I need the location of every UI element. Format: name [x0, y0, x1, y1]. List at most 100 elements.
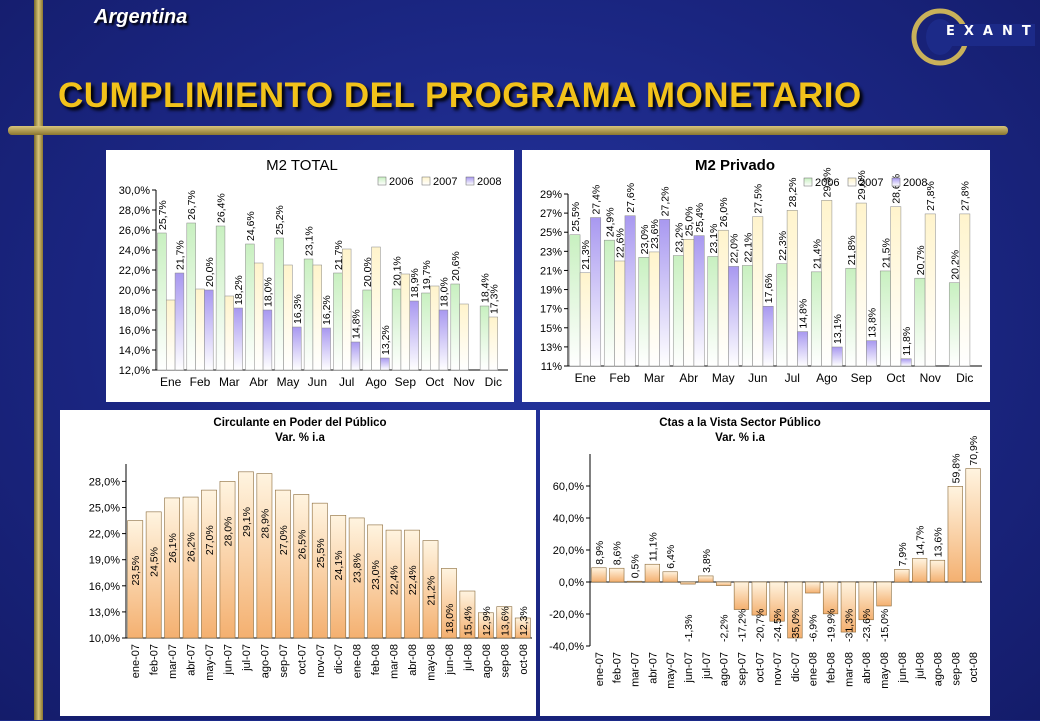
- m2-total-chart: M2 TOTAL 12,0% 14,0% 16,0% 18,0% 20,0% 22,0% 24…: [119, 157, 508, 389]
- bar-2008: [262, 309, 273, 371]
- bar-2008: [831, 346, 843, 367]
- bar: [496, 606, 513, 639]
- bar-2006: [421, 292, 431, 371]
- bar: [367, 524, 384, 639]
- bar-2008: [321, 327, 331, 371]
- bar-2007: [648, 251, 660, 367]
- data-label: 19,7%: [421, 260, 433, 290]
- bar-2007: [224, 295, 234, 371]
- data-label: 27,5%: [753, 184, 765, 214]
- data-label: 18,4%: [480, 273, 492, 303]
- x-tick-label: Nov: [920, 371, 941, 385]
- x-tick-label: May: [277, 375, 300, 389]
- bar-2008: [900, 358, 912, 367]
- x-tick-label: jul-07: [241, 644, 253, 672]
- data-label: 13,2%: [380, 325, 392, 355]
- bar-2008: [233, 307, 243, 371]
- data-label: 20,1%: [392, 256, 404, 286]
- bar-2006: [186, 222, 196, 371]
- chart-title: Ctas a la Vista Sector Público: [659, 417, 821, 429]
- data-label: 23,2%: [673, 223, 685, 253]
- x-tick-label: nov-07: [315, 644, 327, 678]
- y-tick-label: 14,0%: [119, 345, 150, 357]
- m2-privado-chart: M2 Privado 11% 13% 15% 17% 19% 21% 23% 25% 27% 29%…: [540, 157, 982, 385]
- bar: [293, 494, 310, 639]
- data-label: -6,9%: [808, 615, 820, 642]
- y-tick-label: 25%: [540, 227, 562, 239]
- bar: [311, 502, 328, 639]
- data-label: -35,0%: [790, 609, 802, 642]
- legend-label: 2006: [389, 176, 413, 188]
- x-tick-label: may-08: [879, 652, 891, 689]
- data-label: 27,0%: [278, 525, 290, 555]
- x-tick-label: abr-07: [186, 644, 198, 676]
- data-label: 20,0%: [204, 257, 216, 287]
- data-label: 26,1%: [167, 533, 179, 563]
- x-tick-label: Oct: [425, 375, 444, 389]
- bar-2008: [350, 341, 361, 371]
- x-tick-label: abr-08: [407, 644, 419, 676]
- data-label: 28,9%: [259, 509, 271, 539]
- bar-2006: [569, 234, 581, 367]
- legend-label: 2007: [859, 177, 883, 189]
- y-tick-label: 22,0%: [119, 265, 150, 277]
- m2-privado-panel: M2 Privado 11% 13% 15% 17% 19% 21% 23% 25% 27% 29%…: [522, 150, 990, 402]
- chart-subtitle: Var. % i.a: [275, 432, 325, 444]
- data-label: 21,2%: [426, 576, 438, 606]
- legend-swatch: [421, 176, 431, 186]
- bar-2006: [672, 255, 684, 367]
- data-label: 22,0%: [729, 234, 741, 264]
- x-tick-label: Mar: [644, 371, 665, 385]
- data-label: 6,4%: [665, 545, 677, 569]
- y-tick-label: 27%: [540, 208, 562, 220]
- y-tick-label: 23%: [540, 246, 562, 258]
- y-tick-label: 12,0%: [119, 365, 150, 377]
- bar: [680, 581, 696, 585]
- bar: [947, 486, 963, 583]
- bar-2006: [450, 283, 460, 371]
- data-label: 0,5%: [630, 554, 642, 578]
- data-label: 8,6%: [612, 541, 624, 565]
- bar-2006: [948, 282, 960, 367]
- data-label: 21,3%: [580, 240, 592, 270]
- x-tick-label: jul-08: [915, 652, 927, 680]
- y-tick-label: 19,0%: [89, 555, 120, 567]
- data-label: 27,2%: [660, 187, 672, 217]
- bar-2007: [283, 264, 293, 371]
- y-tick-label: -20,0%: [549, 609, 584, 621]
- data-label: 25,2%: [274, 205, 286, 235]
- x-tick-label: ene-07: [130, 644, 142, 678]
- bar: [609, 567, 625, 583]
- data-label: -15,0%: [879, 609, 891, 642]
- x-tick-label: mar-07: [630, 652, 642, 687]
- y-tick-label: 25,0%: [89, 503, 120, 515]
- data-label: 25,5%: [315, 538, 327, 568]
- data-label: -31,3%: [843, 609, 855, 642]
- bar-2006: [845, 267, 857, 367]
- y-tick-label: 20,0%: [119, 285, 150, 297]
- x-tick-label: Abr: [679, 371, 698, 385]
- data-label: 13,6%: [932, 527, 944, 557]
- x-tick-label: mar-08: [843, 652, 855, 687]
- x-tick-label: nov-07: [772, 652, 784, 686]
- x-tick-label: Ene: [575, 371, 597, 385]
- x-tick-label: Jul: [339, 375, 354, 389]
- legend-label: 2007: [433, 176, 457, 188]
- ctas-vista-panel: Ctas a la Vista Sector Público Var. % i.a…: [540, 410, 990, 716]
- bar-2008: [204, 289, 214, 371]
- data-label: 26,5%: [296, 530, 308, 560]
- data-label: 14,8%: [798, 299, 810, 329]
- data-label: 24,6%: [245, 211, 257, 241]
- bar-2006: [741, 265, 753, 367]
- y-tick-label: -40,0%: [549, 641, 584, 653]
- x-tick-label: Oct: [886, 371, 905, 385]
- bar-2008: [380, 357, 390, 371]
- y-tick-label: 30,0%: [119, 185, 150, 197]
- x-tick-label: may-07: [665, 652, 677, 689]
- bar-2008: [590, 217, 602, 367]
- data-label: 59,8%: [950, 454, 962, 484]
- bar-2007: [614, 260, 626, 367]
- legend-swatch: [377, 176, 387, 186]
- data-label: 26,4%: [216, 193, 228, 223]
- chart-title: M2 TOTAL: [266, 157, 338, 174]
